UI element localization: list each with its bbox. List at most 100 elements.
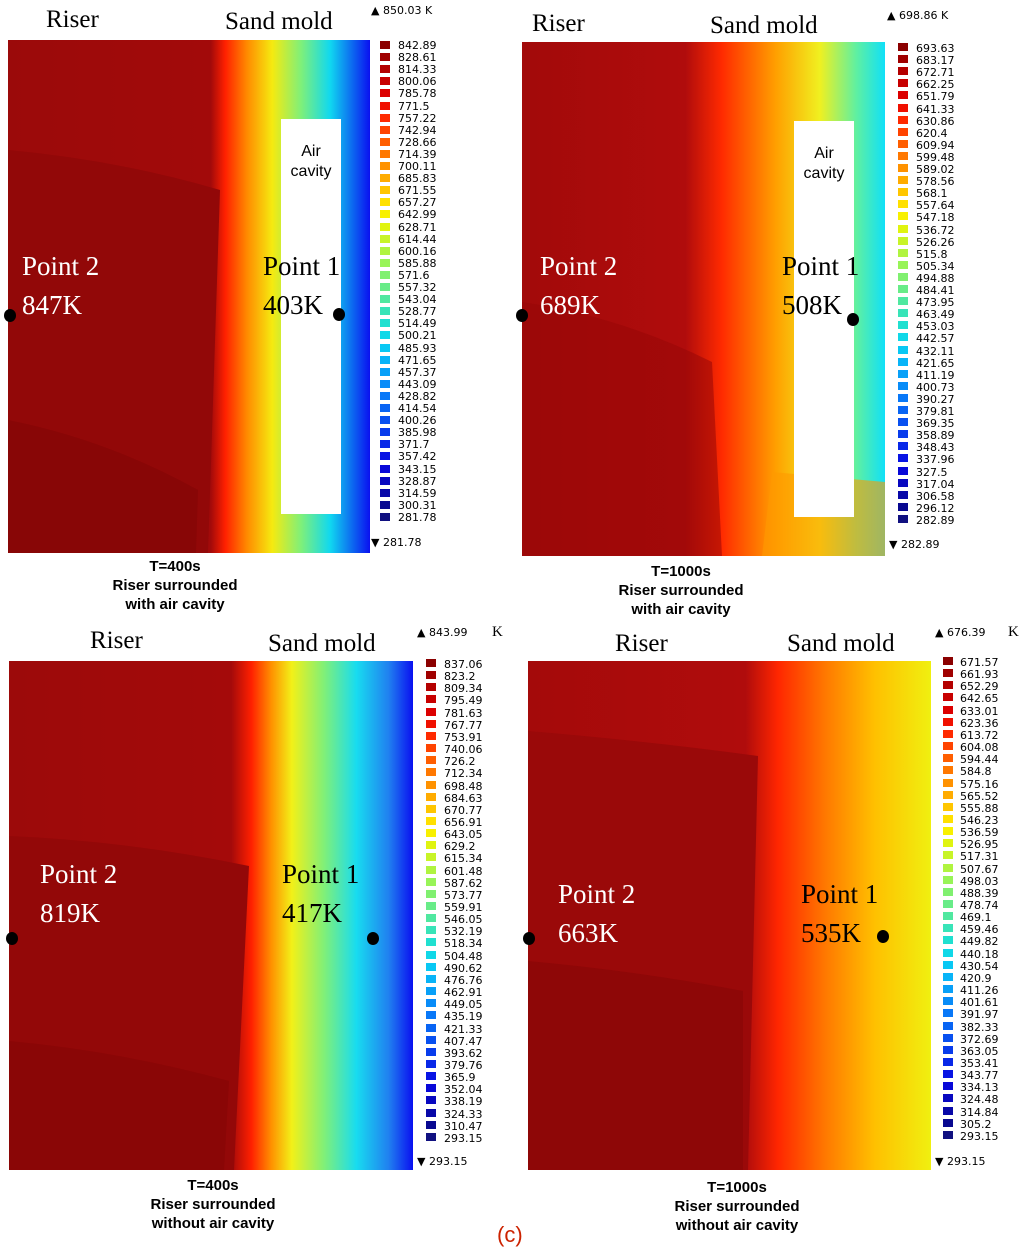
colorbar-swatch — [943, 778, 953, 787]
colorbar-value: 546.23 — [960, 813, 999, 827]
colorbar-value: 391.97 — [960, 1008, 999, 1022]
colorbar-value: 656.91 — [444, 815, 483, 829]
colorbar-swatch — [380, 464, 390, 473]
point-1-temp: 417K — [282, 898, 342, 928]
colorbar-value: 442.57 — [916, 332, 955, 346]
colorbar-swatch — [426, 829, 436, 838]
colorbar-value: 505.34 — [916, 259, 955, 273]
colorbar-swatch — [426, 902, 436, 910]
colorbar-value: 712.34 — [444, 767, 483, 781]
colorbar-swatch — [898, 43, 908, 51]
colorbar-swatch — [943, 693, 953, 702]
colorbar-value: 600.16 — [398, 244, 437, 258]
colorbar-value: 657.27 — [398, 196, 437, 210]
point-1-name: Point 1 — [801, 879, 879, 909]
colorbar-value: 546.05 — [444, 913, 483, 927]
colorbar-value: 568.1 — [916, 187, 948, 201]
colorbar-swatch — [898, 212, 908, 221]
colorbar-swatch — [943, 1130, 953, 1139]
colorbar-swatch — [898, 381, 908, 390]
colorbar-value: 651.79 — [916, 90, 955, 104]
colorbar-value: 536.72 — [916, 223, 955, 237]
colorbar-swatch — [426, 853, 436, 862]
colorbar-swatch — [943, 960, 953, 969]
colorbar-value: 500.21 — [398, 329, 437, 343]
colorbar-swatch — [943, 1106, 953, 1115]
colorbar-swatch — [380, 476, 390, 485]
colorbar-value: 662.25 — [916, 78, 955, 92]
colorbar-swatch — [943, 1118, 953, 1127]
point-2-name: Point 2 — [558, 879, 636, 909]
colorbar-value: 547.18 — [916, 211, 955, 225]
colorbar-swatch — [380, 355, 390, 364]
colorbar — [426, 659, 436, 1145]
colorbar-swatch — [943, 1082, 953, 1091]
colorbar-swatch — [943, 839, 953, 848]
colorbar-swatch — [898, 309, 908, 318]
colorbar-value: 740.06 — [444, 743, 483, 757]
colorbar-value: 317.04 — [916, 477, 955, 491]
colorbar-value: 726.2 — [444, 755, 476, 769]
colorbar-swatch — [426, 671, 436, 680]
colorbar-value: 578.56 — [916, 175, 955, 189]
colorbar-swatch — [943, 985, 953, 994]
air-cavity — [281, 119, 341, 514]
colorbar-swatch — [943, 851, 953, 860]
colorbar-swatch — [380, 65, 390, 74]
colorbar-value: 671.57 — [960, 656, 999, 669]
colorbar-value: 314.59 — [398, 486, 437, 500]
colorbar-value: 599.48 — [916, 150, 955, 164]
colorbar-swatch — [380, 500, 390, 509]
colorbar-swatch — [380, 283, 390, 291]
colorbar-swatch — [943, 1033, 953, 1042]
colorbar-swatch — [898, 333, 908, 342]
sand-mold-label: Sand mold — [710, 12, 818, 39]
colorbar-swatch — [380, 246, 390, 255]
colorbar-swatch — [898, 502, 908, 511]
colorbar-value: 742.94 — [398, 123, 437, 137]
colorbar-value: 620.4 — [916, 126, 948, 140]
colorbar-swatch — [898, 176, 908, 185]
colorbar-value: 428.82 — [398, 389, 437, 403]
colorbar-value: 485.93 — [398, 341, 437, 355]
scale-min-label: ▼ 281.78 — [371, 536, 422, 549]
colorbar-value: 488.39 — [960, 886, 999, 900]
colorbar-value: 421.65 — [916, 356, 955, 370]
colorbar-value: 469.1 — [960, 911, 992, 925]
scale-min-label: ▼ 293.15 — [935, 1155, 986, 1168]
colorbar — [380, 41, 390, 525]
colorbar-value: 453.03 — [916, 320, 955, 334]
unit-label: K — [492, 624, 503, 640]
colorbar-swatch — [943, 1021, 953, 1030]
colorbar-swatch — [426, 889, 436, 898]
colorbar-swatch — [898, 321, 908, 330]
colorbar-swatch — [898, 164, 908, 172]
colorbar-swatch — [380, 137, 390, 146]
colorbar-value: 652.29 — [960, 680, 999, 694]
colorbar-swatch — [898, 357, 908, 366]
colorbar-swatch — [943, 875, 953, 884]
colorbar-value: 526.95 — [960, 838, 999, 852]
colorbar-value: 643.05 — [444, 828, 483, 842]
point-2-marker — [516, 309, 528, 322]
point-1-name: Point 1 — [263, 251, 341, 281]
colorbar-swatch — [898, 127, 908, 136]
colorbar-swatch — [380, 440, 390, 449]
colorbar-swatch — [426, 926, 436, 935]
colorbar-value: 685.83 — [398, 172, 437, 186]
colorbar-swatch — [426, 683, 436, 692]
colorbar-swatch — [943, 863, 953, 872]
colorbar-value: 614.44 — [398, 232, 437, 246]
colorbar-value: 623.36 — [960, 716, 999, 730]
colorbar-swatch — [380, 379, 390, 388]
colorbar-swatch — [426, 1120, 436, 1129]
colorbar-swatch — [380, 343, 390, 352]
colorbar-swatch — [943, 1057, 953, 1066]
colorbar-value: 382.33 — [960, 1020, 999, 1034]
colorbar-value: 781.63 — [444, 706, 483, 720]
colorbar-value: 393.62 — [444, 1046, 483, 1060]
colorbar-value: 390.27 — [916, 392, 955, 406]
colorbar-value: 589.02 — [916, 163, 955, 176]
colorbar-value: 842.89 — [398, 39, 437, 52]
colorbar-value: 471.65 — [398, 353, 437, 367]
